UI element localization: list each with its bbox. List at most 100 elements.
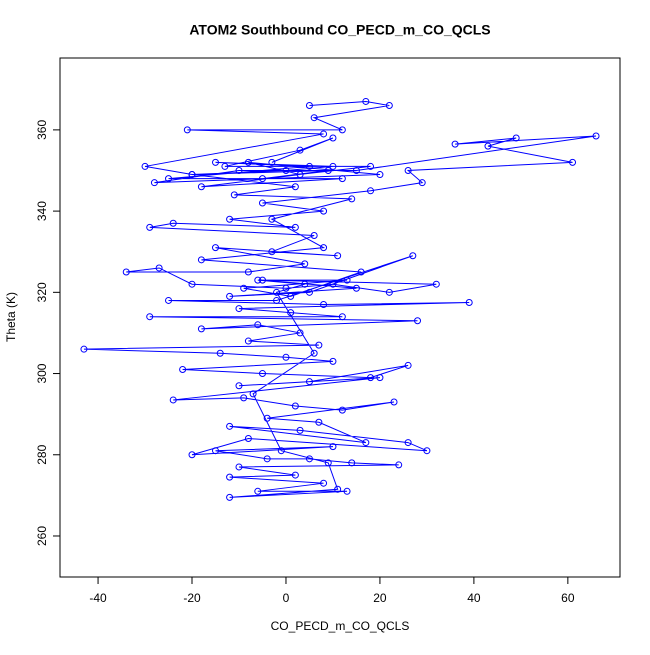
- data-point: [512, 134, 520, 142]
- data-point: [282, 284, 290, 292]
- y-tick-label: 300: [35, 363, 49, 383]
- x-tick-label: -40: [89, 591, 107, 605]
- data-point: [244, 435, 252, 443]
- data-point: [404, 361, 412, 369]
- data-point: [244, 337, 252, 345]
- x-tick-label: -20: [183, 591, 201, 605]
- data-point: [165, 175, 173, 183]
- data-point: [414, 317, 422, 325]
- x-tick-label: 20: [373, 591, 387, 605]
- data-point: [240, 284, 248, 292]
- data-point: [226, 292, 234, 300]
- data-point: [385, 102, 393, 110]
- data-point: [122, 268, 130, 276]
- data-point: [409, 252, 417, 260]
- data-point: [395, 461, 403, 469]
- data-point: [367, 374, 375, 382]
- data-point: [150, 179, 158, 187]
- data-point: [320, 207, 328, 215]
- data-point: [404, 166, 412, 174]
- data-point: [254, 276, 262, 284]
- data-point: [348, 195, 356, 203]
- data-point: [352, 284, 360, 292]
- data-point: [258, 199, 266, 207]
- data-point: [418, 179, 426, 187]
- x-axis-label: CO_PECD_m_CO_QCLS: [271, 619, 410, 633]
- data-point: [249, 390, 257, 398]
- data-point: [296, 329, 304, 337]
- data-point: [310, 114, 318, 122]
- data-point: [329, 134, 337, 142]
- data-point: [226, 493, 234, 501]
- data-point: [291, 471, 299, 479]
- data-point: [291, 223, 299, 231]
- data-point: [273, 296, 281, 304]
- data-point: [320, 479, 328, 487]
- data-point: [226, 215, 234, 223]
- data-point: [305, 288, 313, 296]
- data-point: [291, 183, 299, 191]
- data-point: [329, 357, 337, 365]
- data-point: [221, 162, 229, 170]
- data-point: [226, 422, 234, 430]
- data-point: [183, 126, 191, 134]
- y-axis-label: Theta (K): [4, 292, 18, 342]
- data-point: [338, 175, 346, 183]
- data-point: [343, 276, 351, 284]
- y-tick-label: 360: [35, 120, 49, 140]
- data-point: [367, 162, 375, 170]
- data-point: [404, 439, 412, 447]
- data-point: [465, 298, 473, 306]
- data-point: [329, 443, 337, 451]
- data-point: [188, 451, 196, 459]
- data-point: [235, 463, 243, 471]
- data-point: [258, 276, 266, 284]
- data-point: [385, 288, 393, 296]
- data-point: [282, 353, 290, 361]
- data-point: [268, 158, 276, 166]
- data-point: [235, 305, 243, 313]
- data-point: [258, 370, 266, 378]
- data-point: [291, 402, 299, 410]
- data-point: [254, 487, 262, 495]
- data-point: [362, 439, 370, 447]
- data-point: [155, 264, 163, 272]
- data-point: [320, 301, 328, 309]
- data-point: [268, 248, 276, 256]
- data-point: [230, 191, 238, 199]
- data-point: [282, 166, 290, 174]
- data-point: [390, 398, 398, 406]
- data-point: [376, 171, 384, 179]
- data-point: [235, 166, 243, 174]
- data-point: [432, 280, 440, 288]
- data-point: [212, 447, 220, 455]
- chart-title: ATOM2 Southbound CO_PECD_m_CO_QCLS: [189, 22, 490, 38]
- data-point: [329, 162, 337, 170]
- data-point: [320, 130, 328, 138]
- data-point: [296, 171, 304, 179]
- data-point: [197, 183, 205, 191]
- data-point: [305, 378, 313, 386]
- data-point: [305, 455, 313, 463]
- data-point: [334, 485, 342, 493]
- data-point: [320, 244, 328, 252]
- y-tick-label: 320: [35, 282, 49, 302]
- data-point: [212, 158, 220, 166]
- data-point: [296, 146, 304, 154]
- data-point: [240, 394, 248, 402]
- data-point: [254, 321, 262, 329]
- data-point: [141, 162, 149, 170]
- data-point: [343, 487, 351, 495]
- y-tick-label: 340: [35, 201, 49, 221]
- data-point: [310, 349, 318, 357]
- data-point: [315, 418, 323, 426]
- x-tick-label: 60: [561, 591, 575, 605]
- data-point: [338, 406, 346, 414]
- data-point: [235, 382, 243, 390]
- data-point: [301, 280, 309, 288]
- data-point: [357, 268, 365, 276]
- data-point: [263, 414, 271, 422]
- data-point: [324, 459, 332, 467]
- data-point: [305, 162, 313, 170]
